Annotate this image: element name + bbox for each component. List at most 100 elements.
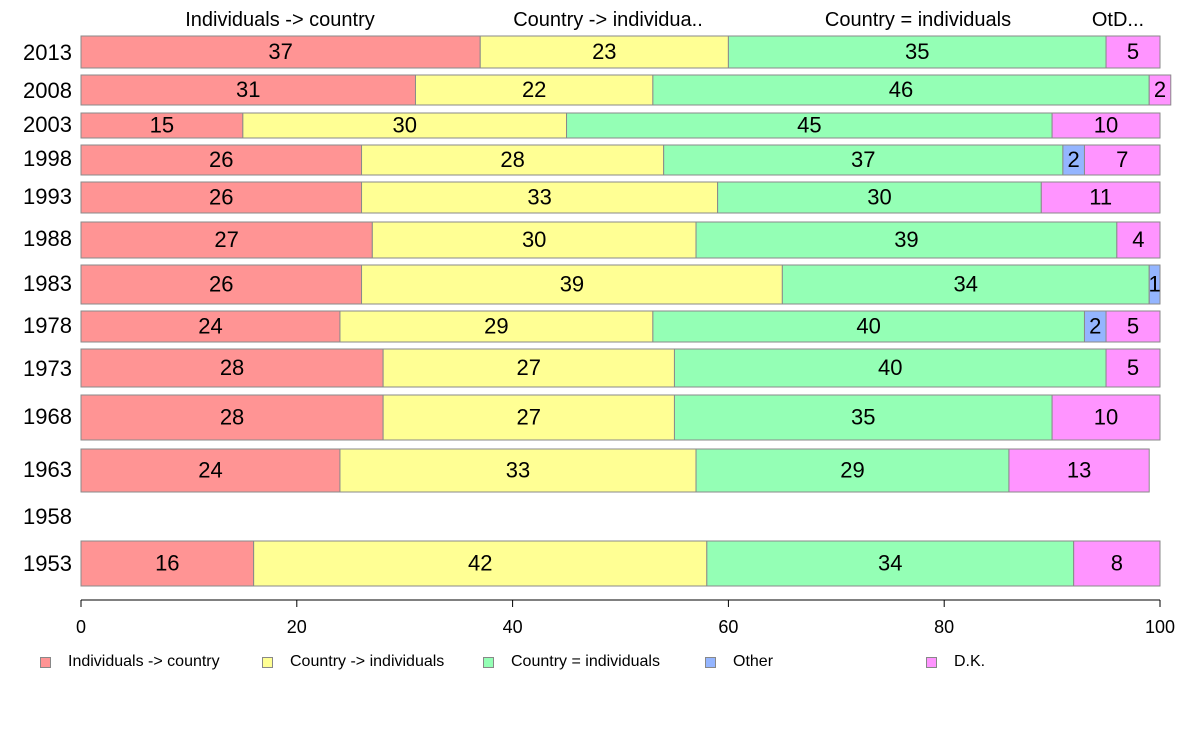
year-label: 2003 (23, 112, 72, 137)
legend-label: Country = individuals (511, 653, 660, 670)
bar-value-label: 28 (220, 355, 244, 380)
bar-segment (361, 144, 665, 176)
bar-segment (80, 112, 244, 139)
bar-value-label: 22 (522, 77, 546, 102)
bar-segment (339, 310, 654, 343)
bar-value-label: 42 (468, 550, 492, 575)
bar-segment (1105, 348, 1161, 388)
x-tick-label: 40 (503, 617, 523, 637)
bar-segment (80, 35, 481, 69)
bar-segment (80, 310, 341, 343)
bar-value-label: 30 (522, 227, 546, 252)
bar-segment (242, 112, 568, 139)
bar-value-label: 26 (209, 147, 233, 172)
bar-value-label: 2 (1154, 77, 1166, 102)
bar-value-label: 33 (506, 457, 530, 482)
x-tick-label: 60 (718, 617, 738, 637)
bar-value-label: 28 (500, 147, 524, 172)
bar-value-label: 1 (1148, 271, 1160, 296)
column-header-other-dk: OtD... (1091, 9, 1145, 31)
year-label: 1953 (23, 551, 72, 576)
bar-value-label: 27 (517, 404, 541, 429)
bar-segment (652, 74, 1150, 106)
legend-item-dk: D.K. (926, 650, 985, 674)
bar-segment (80, 348, 384, 388)
bar-value-label: 27 (214, 227, 238, 252)
column-header-country-to-individuals: Country -> individua.. (513, 9, 703, 31)
year-label: 1973 (23, 356, 72, 381)
bar-value-label: 30 (392, 112, 416, 137)
column-header-country-equals-individuals: Country = individuals (824, 9, 1012, 31)
bar-value-label: 2 (1068, 147, 1080, 172)
bar-segment (361, 181, 719, 214)
bar-segment (414, 74, 654, 106)
bar-value-label: 35 (851, 404, 875, 429)
bar-segment (1008, 448, 1150, 493)
legend-label: Country -> individuals (290, 653, 445, 670)
bar-segment (80, 74, 416, 106)
bar-value-label: 37 (851, 147, 875, 172)
year-label: 1998 (23, 146, 72, 171)
x-axis: 0 20 40 60 80 100 (76, 599, 1175, 637)
bar-segment (80, 540, 255, 587)
bar-segment (1073, 540, 1161, 587)
bar-segment (1051, 112, 1161, 139)
year-label: 2013 (23, 40, 72, 65)
bar-value-label: 2 (1089, 313, 1101, 338)
bar-value-label: 4 (1132, 227, 1144, 252)
legend-swatch (40, 656, 51, 668)
legend-swatch (483, 656, 494, 668)
legend-swatch (262, 656, 273, 668)
bar-value-label: 29 (484, 313, 508, 338)
legend-swatch (705, 656, 716, 668)
bar-segment (566, 112, 1053, 139)
bar-segment (1148, 74, 1172, 106)
bar-segment (1105, 310, 1161, 343)
bar-value-label: 15 (150, 112, 174, 137)
bar-value-label: 35 (905, 39, 929, 64)
bar-value-label: 10 (1094, 112, 1118, 137)
bar-value-label: 45 (797, 112, 821, 137)
bar-segment (371, 221, 697, 259)
bar-segment (1116, 221, 1161, 259)
bar-value-label: 30 (867, 184, 891, 209)
year-labels: 2013 2008 2003 1998 1993 1988 1983 1978 1973 1968… (23, 40, 72, 576)
bar-value-label: 5 (1127, 313, 1139, 338)
bar-value-label: 29 (840, 457, 864, 482)
legend: Individuals -> country Country -> indivi… (0, 650, 1188, 674)
bar-segment (727, 35, 1107, 69)
bar-segment (1083, 144, 1161, 176)
year-label: 2008 (23, 78, 72, 103)
bar-segment (673, 394, 1053, 441)
bar-value-label: 5 (1127, 39, 1139, 64)
bar-value-label: 46 (889, 77, 913, 102)
bar-value-label: 27 (517, 355, 541, 380)
x-tick-label: 100 (1145, 617, 1175, 637)
bar-segment (80, 448, 341, 493)
bar-value-label: 23 (592, 39, 616, 64)
bar-segment (1051, 394, 1161, 441)
legend-label: Individuals -> country (68, 653, 220, 670)
year-label: 1978 (23, 313, 72, 338)
bar-value-label: 13 (1067, 457, 1091, 482)
bar-segment (1040, 181, 1161, 214)
bar-value-label: 10 (1094, 404, 1118, 429)
bar-value-label: 26 (209, 271, 233, 296)
legend-item-other: Other (705, 650, 773, 674)
bar-value-label: 28 (220, 404, 244, 429)
bar-value-label: 5 (1127, 355, 1139, 380)
legend-item-individuals-to-country: Individuals -> country (40, 650, 220, 674)
year-label: 1993 (23, 184, 72, 209)
year-label: 1963 (23, 457, 72, 482)
year-label: 1988 (23, 226, 72, 251)
bar-value-label: 39 (894, 227, 918, 252)
bar-value-label: 26 (209, 184, 233, 209)
bar-value-label: 37 (268, 39, 292, 64)
bar-value-label: 33 (527, 184, 551, 209)
bar-segment (1105, 35, 1161, 69)
bar-value-label: 24 (198, 457, 222, 482)
bar-segment (80, 144, 363, 176)
bar-value-label: 34 (954, 271, 978, 296)
